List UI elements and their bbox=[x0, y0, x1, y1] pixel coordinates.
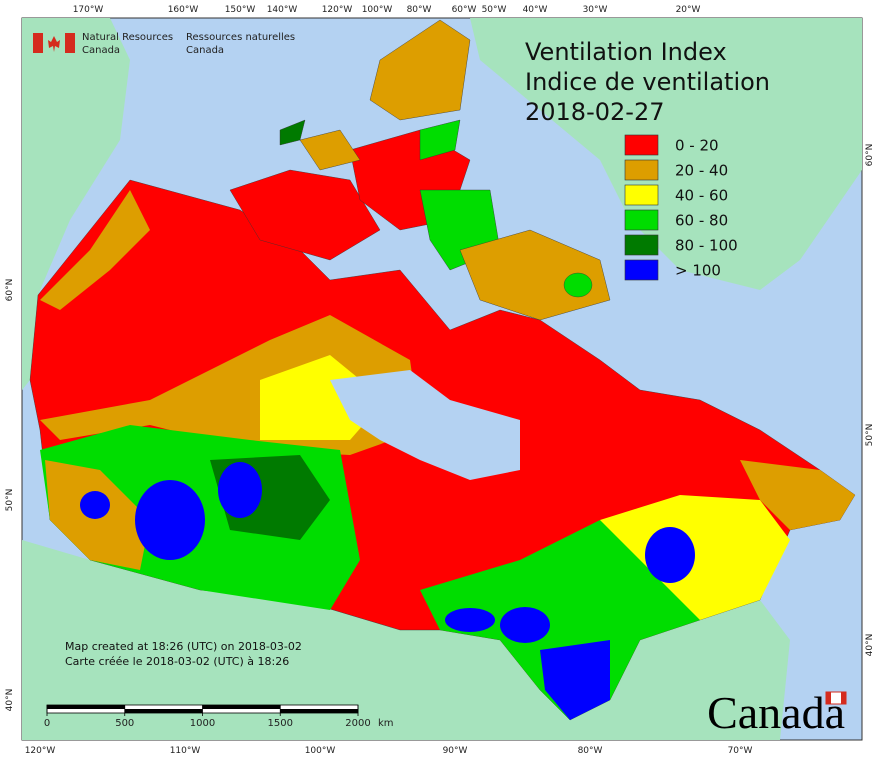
title-date: 2018-02-27 bbox=[525, 98, 664, 126]
graticule-label: 110°W bbox=[170, 746, 201, 756]
legend-swatch bbox=[624, 234, 659, 256]
zone bbox=[645, 527, 695, 583]
graticule-label: 40°N bbox=[5, 689, 15, 712]
zone bbox=[218, 462, 262, 518]
graticule-label: 20°W bbox=[676, 5, 701, 15]
graticule-label: 60°W bbox=[452, 5, 477, 15]
graticule-label: 50°N bbox=[5, 489, 15, 512]
graticule-label: 100°W bbox=[305, 746, 336, 756]
island bbox=[299, 129, 361, 171]
legend-label: 0 - 20 bbox=[675, 137, 719, 155]
graticule-label: 60°N bbox=[5, 279, 15, 302]
wordmark-flag bbox=[826, 692, 831, 704]
graticule-label: 140°W bbox=[267, 5, 298, 15]
graticule-label: 80°W bbox=[578, 746, 603, 756]
zone bbox=[500, 607, 550, 643]
graticule-label: 170°W bbox=[73, 5, 104, 15]
island bbox=[279, 119, 306, 146]
graticule-label: 40°W bbox=[523, 5, 548, 15]
zone bbox=[80, 491, 110, 519]
scale-label: 0 bbox=[44, 718, 50, 729]
flag-bar bbox=[65, 33, 75, 53]
graticule-label: 150°W bbox=[225, 5, 256, 15]
scale-segment bbox=[280, 709, 358, 713]
hudson-bay bbox=[330, 370, 520, 480]
legend-swatch bbox=[624, 259, 659, 281]
alaska bbox=[22, 18, 130, 390]
flag-bar bbox=[33, 33, 43, 53]
legend-label: 60 - 80 bbox=[675, 212, 728, 230]
graticule-label: 100°W bbox=[362, 5, 393, 15]
legend-label: > 100 bbox=[675, 262, 721, 280]
maple-leaf bbox=[48, 36, 60, 52]
agency-en: Canada bbox=[82, 45, 120, 56]
zone bbox=[740, 460, 855, 530]
island bbox=[459, 229, 611, 321]
agency-en: Natural Resources bbox=[82, 32, 173, 43]
canada bbox=[29, 19, 856, 721]
wordmark: Canada bbox=[707, 687, 845, 738]
graticule-label: 50°N bbox=[865, 424, 875, 447]
scale-label: 500 bbox=[115, 718, 134, 729]
graticule-label: 40°N bbox=[865, 634, 875, 657]
island bbox=[229, 169, 381, 261]
scale-segment bbox=[124, 709, 203, 713]
island bbox=[419, 119, 461, 161]
greenland bbox=[470, 18, 862, 290]
legend-swatch bbox=[624, 159, 659, 181]
agency-fr: Ressources naturelles bbox=[186, 32, 295, 43]
zone bbox=[540, 640, 610, 720]
zone bbox=[40, 190, 150, 310]
graticule-label: 30°W bbox=[583, 5, 608, 15]
agency-fr: Canada bbox=[186, 45, 224, 56]
credit: Carte créée le 2018-03-02 (UTC) à 18:26 bbox=[65, 655, 289, 668]
scale-segment bbox=[47, 705, 125, 709]
legend-swatch bbox=[624, 209, 659, 231]
legend: 0 - 20 20 - 40 40 - 60 60 - 80 80 - 100 > 100 bbox=[624, 134, 738, 281]
graticule-label: 90°W bbox=[443, 746, 468, 756]
zone bbox=[600, 495, 790, 620]
united-states bbox=[22, 540, 790, 740]
graticule-label: 120°W bbox=[25, 746, 56, 756]
graticule: 170°W 160°W 150°W 140°W 120°W 100°W 80°W 60°W 50… bbox=[5, 5, 875, 756]
graticule-label: 80°W bbox=[407, 5, 432, 15]
zone bbox=[445, 608, 495, 632]
legend-swatch bbox=[624, 184, 659, 206]
scale-segment bbox=[202, 705, 281, 709]
credit: Map created at 18:26 (UTC) on 2018-03-02 bbox=[65, 640, 302, 653]
title-fr: Indice de ventilation bbox=[525, 68, 770, 96]
legend-label: 80 - 100 bbox=[675, 237, 738, 255]
graticule-label: 60°N bbox=[865, 144, 875, 167]
scale-label: 2000 bbox=[345, 718, 370, 729]
graticule-label: 160°W bbox=[168, 5, 199, 15]
graticule-label: 70°W bbox=[728, 746, 753, 756]
island bbox=[369, 19, 471, 121]
graticule-label: 120°W bbox=[322, 5, 353, 15]
scale-label: 1500 bbox=[268, 718, 293, 729]
scale-bar: 0 500 1000 1500 2000 km bbox=[44, 704, 394, 729]
wordmark-flag bbox=[841, 692, 846, 704]
scale-unit: km bbox=[378, 718, 394, 729]
legend-label: 40 - 60 bbox=[675, 187, 728, 205]
legend-label: 20 - 40 bbox=[675, 162, 728, 180]
island bbox=[563, 272, 593, 298]
legend-swatch bbox=[624, 134, 659, 156]
scale-label: 1000 bbox=[190, 718, 215, 729]
title-en: Ventilation Index bbox=[525, 38, 727, 66]
graticule-label: 50°W bbox=[482, 5, 507, 15]
zone bbox=[135, 480, 205, 560]
